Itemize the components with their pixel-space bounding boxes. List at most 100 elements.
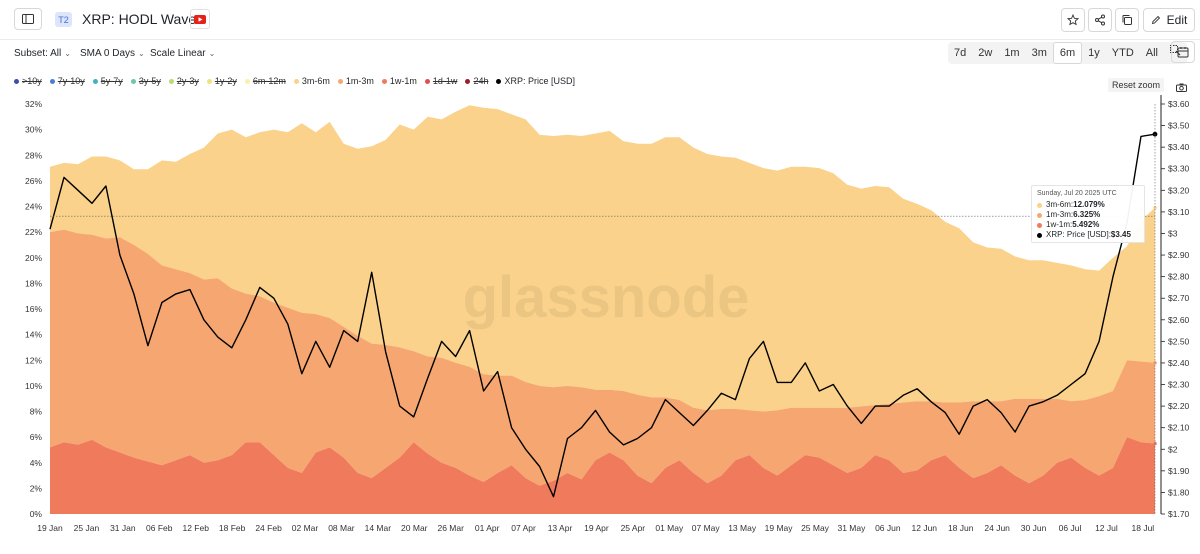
sidebar-toggle-button[interactable] [14,8,42,30]
range-3m[interactable]: 3m [1031,47,1047,59]
x-tick-label: 12 Jul [1095,523,1118,533]
legend-label: 7y-10y [57,76,85,86]
calendar-icon [1177,47,1189,58]
legend-item[interactable]: 3y-5y [130,76,161,86]
sma-select[interactable]: SMA 0 Days ⌄ [80,48,145,59]
series-end-point [1153,205,1157,210]
area-3m-6m [50,105,1155,412]
tooltip-label: 3m-6m [1046,200,1071,209]
area-1w-1m [50,437,1155,514]
range-7d[interactable]: 7d [954,47,967,59]
y-right-tick-label: $3.10 [1168,207,1190,217]
tooltip-row: 3m-6m: 12.079% [1037,200,1139,210]
tooltip-label: XRP: Price [USD] [1046,230,1109,239]
y-right-tick-label: $3.60 [1168,99,1190,109]
range-6m[interactable]: 6m [1052,42,1083,64]
legend-item[interactable]: 1m-3m [337,76,374,86]
tooltip-dot [1037,212,1042,218]
scale-select[interactable]: Scale Linear ⌄ [150,48,215,59]
x-tick-label: 31 May [837,523,866,533]
x-tick-label: 26 Mar [437,523,464,533]
y-left-tick-label: 6% [30,432,43,442]
legend-item[interactable]: 1d-1w [424,76,458,86]
x-tick-label: 01 Apr [475,523,500,533]
legend-dot [293,78,299,84]
header-bar: T2 XRP: HODL Waves Edit [0,0,1200,40]
legend-label: 24h [473,76,489,86]
x-tick-label: 25 Apr [621,523,646,533]
legend-item[interactable]: 24h [465,76,488,86]
range-1m[interactable]: 1m [1004,47,1020,59]
camera-icon [1176,83,1187,92]
legend-item[interactable]: 1y-2y [206,76,237,86]
tooltip-dot [1037,222,1042,228]
x-tick-label: 12 Jun [912,523,938,533]
legend-dot [14,78,19,84]
tooltip-value: $3.45 [1110,230,1131,239]
x-tick-label: 01 May [655,523,684,533]
legend-item[interactable]: 3m-6m [293,76,330,86]
youtube-icon [194,14,206,24]
x-tick-label: 19 May [765,523,794,533]
y-left-tick-label: 10% [25,381,42,391]
tooltip-value: 6.325% [1073,210,1101,219]
legend-item[interactable]: 7y-10y [49,76,85,86]
y-left-tick-label: 30% [25,125,42,135]
youtube-link[interactable] [190,9,210,29]
legend-item[interactable]: 2y-3y [168,76,199,86]
range-2w[interactable]: 2w [978,47,993,59]
legend-dot [130,78,136,84]
y-right-tick-label: $2.30 [1168,380,1190,390]
legend-item[interactable]: 6m-12m [244,76,286,86]
screenshot-button[interactable] [1176,79,1187,97]
y-right-tick-label: $2.70 [1168,293,1190,303]
y-left-tick-label: 18% [25,278,42,288]
legend-item[interactable]: 1w-1m [381,76,417,86]
y-left-tick-label: 12% [25,355,42,365]
hodl-waves-chart[interactable]: glassnode 0% 2% 4% 6% 8% 10% 12% 14% 16% 18% 20% 22… [0,95,1200,554]
reset-zoom-button[interactable]: Reset zoom [1108,78,1164,92]
legend-label: 1y-2y [214,76,237,86]
range-1y[interactable]: 1y [1088,47,1100,59]
y-left-tick-label: 14% [25,330,42,340]
range-ytd[interactable]: YTD [1111,47,1134,59]
x-tick-label: 02 Mar [292,523,319,533]
legend-dot [381,78,387,84]
tooltip-row: 1m-3m: 6.325% [1037,210,1139,220]
y-left-tick-label: 28% [25,150,42,160]
subset-select[interactable]: Subset: All ⌄ [14,48,71,59]
date-picker-button[interactable] [1171,41,1195,63]
y-right-tick-label: $2.40 [1168,358,1190,368]
x-tick-label: 31 Jan [110,523,136,533]
copy-icon [1122,15,1132,25]
tooltip-row: 1w-1m: 5.492% [1037,220,1139,230]
chart-legend: >10y 7y-10y 5y-7y 3y-5y 2y-3y 1y-2y 6m-12m 3m-6… [14,75,583,87]
x-tick-label: 24 Jun [984,523,1010,533]
favorite-button[interactable] [1061,8,1085,32]
y-right-tick-label: $1.90 [1168,466,1190,476]
legend-label: 5y-7y [100,76,123,86]
y-left-tick-label: 2% [30,483,43,493]
scale-label: Scale Linear [150,48,206,59]
y-right-tick-label: $2.90 [1168,250,1190,260]
legend-label: 1d-1w [432,76,458,86]
edit-button[interactable]: Edit [1143,8,1195,32]
legend-dot [424,78,430,84]
y-right-tick-label: $3 [1168,228,1178,238]
pencil-icon [1151,15,1160,25]
copy-button[interactable] [1115,8,1139,32]
y-left-tick-label: 0% [30,509,43,519]
legend-item[interactable]: >10y [14,76,42,86]
share-button[interactable] [1088,8,1112,32]
range-selector: 7d 2w 1m 3m 6m 1y YTD All [948,42,1188,64]
legend-item[interactable]: 5y-7y [92,76,123,86]
legend-item[interactable]: XRP: Price [USD] [496,76,575,86]
chevron-down-icon: ⌄ [208,49,216,58]
y-left-tick-label: 20% [25,253,42,263]
y-right-tick-label: $2.50 [1168,336,1190,346]
star-icon [1067,14,1079,26]
y-right-tick-label: $1.80 [1168,487,1190,497]
range-all[interactable]: All [1145,47,1159,59]
tooltip-dot [1037,232,1042,238]
y-left-tick-label: 22% [25,227,42,237]
